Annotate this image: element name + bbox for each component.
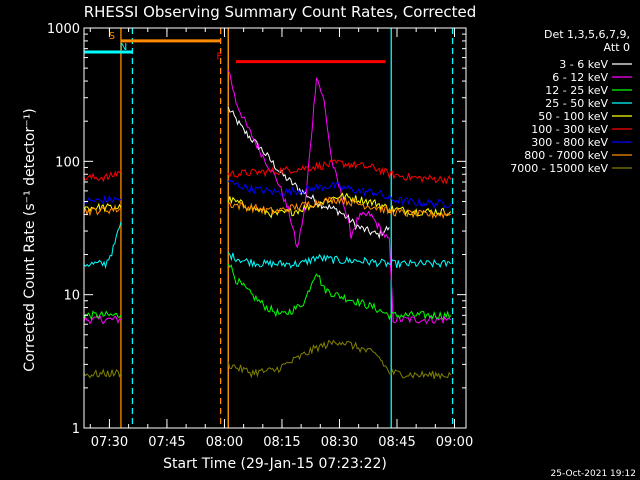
x-tick-label: 08:15 (263, 435, 300, 450)
legend-entry: 300 - 800 keV (531, 136, 608, 149)
series-line (227, 179, 452, 209)
y-tick-label: 1 (72, 422, 80, 437)
series-line (83, 314, 122, 325)
series-line (227, 159, 452, 185)
legend-header-line: Att 0 (604, 41, 630, 54)
plot-area (120, 28, 454, 428)
legend-entry: 7000 - 15000 keV (510, 162, 608, 175)
series-group (83, 70, 452, 380)
annotations-group: SN F (84, 31, 386, 64)
x-tick-label: 08:45 (378, 435, 415, 450)
legend-entry: 50 - 100 keV (538, 110, 608, 123)
legend-entry: 3 - 6 keV (559, 58, 608, 71)
series-line (83, 194, 122, 206)
series-line (227, 70, 451, 325)
y-tick-label: 100 (55, 155, 80, 170)
legend-entry: 100 - 300 keV (531, 123, 608, 136)
plot-frame (83, 27, 467, 429)
series-line (83, 368, 122, 379)
series-line (227, 339, 452, 380)
y-tick-label: 10 (63, 289, 80, 304)
series-line (227, 192, 452, 219)
series-line (83, 170, 122, 183)
x-tick-label: 07:45 (148, 435, 185, 450)
y-axis-label: Corrected Count Rate (s⁻¹ detector⁻¹) (22, 108, 38, 371)
x-axis-label: Start Time (29-Jan-15 07:23:22) (163, 456, 387, 472)
annotation-label: S (109, 31, 115, 42)
annotation-label: F (216, 52, 222, 63)
y-tick-label: 1000 (47, 22, 80, 37)
legend-entry: 6 - 12 keV (552, 71, 608, 84)
series-line (227, 264, 452, 321)
legend-entry: 800 - 7000 keV (524, 149, 608, 162)
x-tick-label: 09:00 (436, 435, 473, 450)
x-tick-label: 08:30 (321, 435, 358, 450)
footer-timestamp: 25-Oct-2021 19:12 (551, 469, 636, 479)
legend-entry: 12 - 25 keV (545, 84, 608, 97)
series-line (227, 195, 451, 220)
axis-ticks: 07:30 07:45 08:00 08:15 08:30 08:45 09:00 1 10 10… (47, 22, 473, 450)
series-line (83, 221, 122, 270)
annotation-label: N (120, 42, 127, 53)
series-line (227, 106, 390, 240)
x-tick-label: 08:00 (206, 435, 243, 450)
legend-header-line: Det 1,3,5,6,7,9, (544, 28, 630, 41)
series-line (83, 204, 121, 217)
series-line (83, 310, 122, 321)
x-tick-label: 07:30 (91, 435, 128, 450)
chart-title: RHESSI Observing Summary Count Rates, Co… (84, 3, 477, 21)
series-line (227, 252, 452, 269)
legend-entry: 25 - 50 keV (545, 97, 608, 110)
